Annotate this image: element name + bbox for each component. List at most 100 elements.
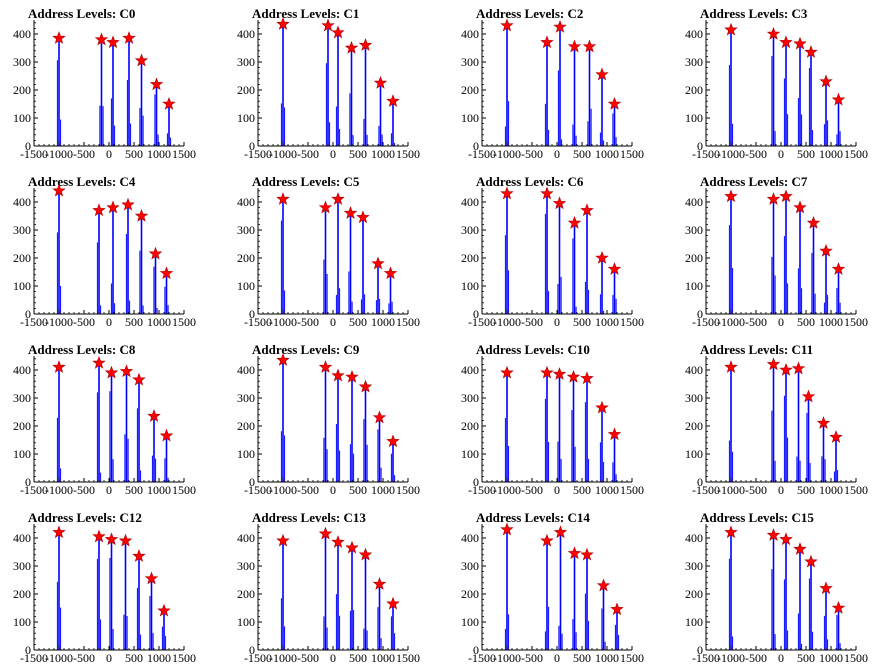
y-tick-label: 400	[461, 195, 479, 209]
y-tick-label: 400	[13, 531, 31, 545]
peak-marker	[122, 31, 136, 44]
y-tick-label: 400	[237, 363, 255, 377]
y-tick-label: 400	[237, 195, 255, 209]
peak-marker	[567, 546, 582, 560]
peak-marker	[358, 379, 373, 393]
x-tick-label: 0	[778, 651, 784, 665]
peak-marker	[358, 38, 373, 51]
x-tick-label: -500	[521, 483, 543, 497]
peak-marker	[106, 200, 120, 214]
y-tick-label: 200	[461, 587, 479, 601]
x-tick-label: -500	[297, 483, 319, 497]
peak-marker	[566, 369, 581, 383]
chart-title: Address Levels: C1	[252, 6, 359, 21]
x-tick-label: 1500	[844, 651, 868, 665]
peak-marker	[321, 18, 335, 32]
peak-marker	[345, 540, 359, 554]
peak-marker	[607, 96, 622, 110]
y-tick-label: 300	[237, 55, 255, 69]
chart-panel-10: Address Levels: C10 0 100 200 300 400 -1500-10…	[461, 342, 644, 497]
y-tick-label: 300	[685, 223, 703, 237]
chart-panel-0: Address Levels: C0 0 100 200 300 400 -1500-100…	[13, 6, 196, 161]
peak-marker	[344, 40, 359, 54]
x-tick-label: 1000	[819, 315, 843, 329]
peak-marker	[500, 365, 514, 379]
peak-marker	[147, 409, 161, 422]
peak-marker	[276, 533, 290, 547]
peak-marker	[819, 74, 833, 88]
peak-marker	[595, 250, 609, 264]
x-tick-label: 1500	[172, 315, 196, 329]
y-tick-label: 0	[249, 139, 255, 153]
peak-marker	[766, 528, 781, 541]
x-tick-label: -1000	[45, 651, 73, 665]
x-tick-label: -1500	[20, 315, 48, 329]
y-tick-label: 400	[13, 27, 31, 41]
x-tick-label: 500	[797, 147, 815, 161]
y-tick-label: 200	[237, 587, 255, 601]
x-tick-label: 1500	[396, 147, 420, 161]
y-tick-label: 100	[685, 447, 703, 461]
x-tick-label: 0	[778, 483, 784, 497]
x-tick-label: -1500	[468, 147, 496, 161]
x-tick-label: 500	[573, 651, 591, 665]
x-tick-label: 500	[125, 651, 143, 665]
y-tick-label: 100	[685, 111, 703, 125]
x-tick-label: 1500	[844, 315, 868, 329]
x-tick-label: 0	[330, 483, 336, 497]
peak-marker	[148, 246, 163, 260]
y-tick-label: 300	[461, 55, 479, 69]
x-tick-label: -1000	[45, 147, 73, 161]
x-tick-label: 0	[778, 315, 784, 329]
x-tick-label: 0	[330, 651, 336, 665]
chart-panel-9: Address Levels: C9 0 100 200 300 400 -1500-100…	[237, 342, 420, 497]
y-tick-label: 400	[685, 195, 703, 209]
peak-marker	[134, 53, 149, 67]
x-tick-label: -1500	[20, 483, 48, 497]
peak-marker	[793, 200, 807, 214]
peak-marker	[724, 360, 738, 373]
peak-marker	[162, 96, 176, 110]
peak-marker	[318, 526, 333, 540]
y-tick-label: 0	[249, 643, 255, 657]
y-tick-label: 200	[461, 419, 479, 433]
chart-title: Address Levels: C4	[28, 174, 136, 189]
chart-panel-8: Address Levels: C8 0 100 200 300 400 -1500-100…	[13, 342, 196, 497]
x-tick-label: -500	[521, 147, 543, 161]
peak-marker	[106, 35, 120, 49]
chart-panel-14: Address Levels: C14 0 100 200 300 400 -1500-10…	[461, 510, 644, 665]
x-tick-label: 500	[797, 651, 815, 665]
peak-marker	[724, 22, 738, 36]
x-tick-label: -1500	[692, 147, 720, 161]
peak-marker	[610, 602, 624, 616]
y-tick-label: 0	[25, 643, 31, 657]
y-tick-label: 0	[697, 139, 703, 153]
peak-marker	[92, 203, 106, 217]
y-tick-label: 0	[473, 643, 479, 657]
x-tick-label: 1500	[396, 483, 420, 497]
peak-marker	[52, 360, 66, 373]
x-tick-label: -1500	[468, 315, 496, 329]
chart-title: Address Levels: C5	[252, 174, 360, 189]
chart-title: Address Levels: C13	[252, 510, 366, 525]
x-tick-label: 1000	[147, 147, 171, 161]
x-tick-label: -1000	[717, 315, 745, 329]
peak-marker	[553, 19, 567, 33]
x-tick-label: -1000	[717, 483, 745, 497]
peak-marker	[157, 603, 171, 617]
x-tick-label: -1500	[244, 315, 272, 329]
x-tick-label: 1500	[844, 483, 868, 497]
y-tick-label: 400	[685, 27, 703, 41]
x-tick-label: 1000	[595, 483, 619, 497]
peak-marker	[831, 262, 846, 275]
x-tick-label: 500	[349, 651, 367, 665]
y-tick-label: 300	[237, 391, 255, 405]
chart-title: Address Levels: C2	[476, 6, 583, 21]
peak-marker	[804, 45, 818, 58]
peak-marker	[766, 26, 781, 40]
y-tick-label: 400	[237, 27, 255, 41]
y-tick-label: 0	[473, 475, 479, 489]
peak-marker	[372, 410, 387, 424]
x-tick-label: 1000	[371, 147, 395, 161]
peak-marker	[386, 94, 400, 107]
